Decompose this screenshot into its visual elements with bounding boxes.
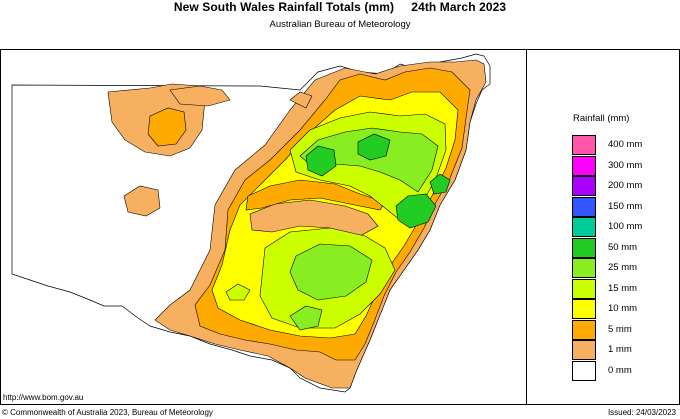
legend-swatch xyxy=(572,299,596,319)
legend-label: 50 mm xyxy=(608,241,638,253)
rain-patch-25mm-se xyxy=(289,305,323,331)
rain-patch-50mm-2 xyxy=(357,133,391,161)
rain-patch-50mm-4 xyxy=(429,173,451,195)
legend-swatch xyxy=(572,278,596,299)
legend-swatch xyxy=(572,237,596,258)
rain-patch-15mm-sw xyxy=(225,283,251,301)
legend-label: 150 mm xyxy=(608,200,643,212)
legend-label: 100 mm xyxy=(608,221,643,232)
map-title: New South Wales Rainfall Totals (mm) 24t… xyxy=(173,0,507,14)
legend-swatch xyxy=(572,135,596,155)
rain-patch-north-1mm xyxy=(169,85,231,107)
legend-label: 15 mm xyxy=(608,282,638,294)
rain-patch-50mm-3 xyxy=(395,193,437,229)
legend-frame xyxy=(527,49,680,405)
legend-label: 300 mm xyxy=(608,159,643,171)
legend-swatch xyxy=(572,155,596,176)
legend-label: 25 mm xyxy=(608,262,638,273)
copyright-text: © Commonwealth of Australia 2023, Bureau… xyxy=(2,408,213,417)
legend-label: 0 mm xyxy=(608,364,632,376)
legend-label: 5 mm xyxy=(608,323,632,335)
source-url[interactable]: http://www.bom.gov.au xyxy=(3,393,84,402)
rain-patch-50mm-1 xyxy=(305,145,337,177)
legend-swatch xyxy=(572,258,596,278)
rain-patch-east-1mm xyxy=(289,91,313,109)
rain-patch-west-1mm xyxy=(123,185,161,217)
rain-inner-5mm xyxy=(245,179,386,211)
rain-band-25mm-south xyxy=(289,243,373,301)
legend-swatch xyxy=(572,196,596,217)
legend-title: Rainfall (mm) xyxy=(573,113,630,124)
legend-swatch xyxy=(572,360,596,381)
legend-label: 400 mm xyxy=(608,139,643,150)
rain-patch-nw-5mm xyxy=(147,107,187,147)
legend-label: 1 mm xyxy=(608,344,632,355)
rainfall-map xyxy=(11,53,491,393)
rain-band-25mm-north xyxy=(299,127,439,193)
map-subtitle: Australian Bureau of Meteorology xyxy=(269,19,411,30)
legend-swatch xyxy=(572,340,596,360)
issued-date: Issued: 24/03/2023 xyxy=(607,408,676,417)
legend-swatch xyxy=(572,319,596,340)
legend-label: 10 mm xyxy=(608,303,638,314)
rain-inner-1mm xyxy=(249,199,379,237)
legend-label: 200 mm xyxy=(608,180,643,191)
legend-swatch xyxy=(572,176,596,196)
legend-swatch xyxy=(572,217,596,237)
